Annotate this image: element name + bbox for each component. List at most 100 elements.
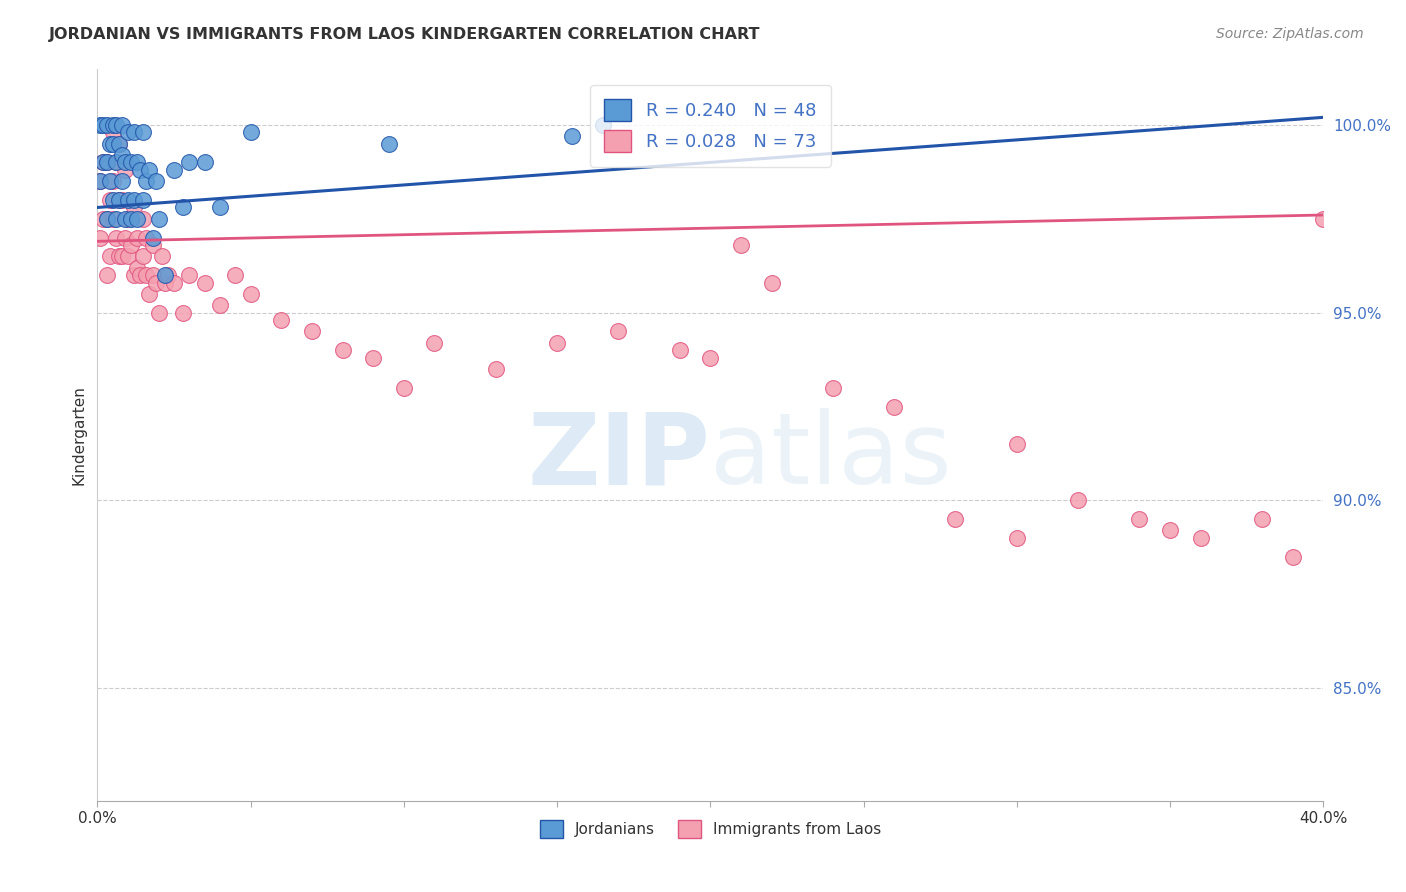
Point xyxy=(1005,437,1028,451)
Point xyxy=(101,136,124,151)
Point xyxy=(89,230,111,244)
Point xyxy=(104,118,127,132)
Point xyxy=(132,211,155,226)
Point xyxy=(1005,531,1028,545)
Point xyxy=(172,201,194,215)
Point xyxy=(129,162,152,177)
Point xyxy=(114,162,136,177)
Point xyxy=(163,276,186,290)
Point xyxy=(761,276,783,290)
Point xyxy=(208,201,231,215)
Point xyxy=(111,174,134,188)
Point xyxy=(117,125,139,139)
Point xyxy=(699,351,721,365)
Point xyxy=(127,230,149,244)
Point xyxy=(423,335,446,350)
Point xyxy=(98,136,121,151)
Point xyxy=(93,211,115,226)
Point xyxy=(117,211,139,226)
Point xyxy=(135,174,157,188)
Point xyxy=(93,155,115,169)
Point xyxy=(111,118,134,132)
Point xyxy=(377,136,399,151)
Point xyxy=(132,249,155,263)
Point xyxy=(730,238,752,252)
Point xyxy=(145,174,167,188)
Point xyxy=(132,193,155,207)
Point xyxy=(120,211,142,226)
Point xyxy=(107,136,129,151)
Text: atlas: atlas xyxy=(710,409,952,505)
Point xyxy=(945,512,967,526)
Point xyxy=(111,148,134,162)
Point xyxy=(1067,493,1090,508)
Point xyxy=(239,125,262,139)
Point xyxy=(163,162,186,177)
Point xyxy=(172,305,194,319)
Point xyxy=(114,230,136,244)
Point xyxy=(301,325,323,339)
Point xyxy=(107,193,129,207)
Point xyxy=(194,155,217,169)
Point xyxy=(592,118,614,132)
Point xyxy=(1128,512,1150,526)
Point xyxy=(122,125,145,139)
Point xyxy=(270,313,292,327)
Point xyxy=(120,155,142,169)
Point xyxy=(101,193,124,207)
Point xyxy=(1251,512,1274,526)
Point xyxy=(135,268,157,282)
Point xyxy=(208,298,231,312)
Point xyxy=(561,129,583,144)
Point xyxy=(117,193,139,207)
Point xyxy=(101,118,124,132)
Point xyxy=(89,174,111,188)
Point xyxy=(107,193,129,207)
Point xyxy=(332,343,354,358)
Point xyxy=(120,238,142,252)
Point xyxy=(132,125,155,139)
Point xyxy=(101,174,124,188)
Point xyxy=(141,238,163,252)
Legend: Jordanians, Immigrants from Laos: Jordanians, Immigrants from Laos xyxy=(533,814,887,845)
Point xyxy=(122,268,145,282)
Point xyxy=(607,325,630,339)
Point xyxy=(96,155,118,169)
Point xyxy=(546,335,568,350)
Point xyxy=(224,268,246,282)
Point xyxy=(392,381,415,395)
Point xyxy=(117,249,139,263)
Text: JORDANIAN VS IMMIGRANTS FROM LAOS KINDERGARTEN CORRELATION CHART: JORDANIAN VS IMMIGRANTS FROM LAOS KINDER… xyxy=(49,27,761,42)
Point xyxy=(101,125,124,139)
Point xyxy=(96,211,118,226)
Point xyxy=(153,276,176,290)
Point xyxy=(141,230,163,244)
Point xyxy=(138,162,160,177)
Point xyxy=(179,155,201,169)
Point xyxy=(96,118,118,132)
Point xyxy=(179,268,201,282)
Point xyxy=(361,351,384,365)
Point xyxy=(104,155,127,169)
Point xyxy=(145,276,167,290)
Point xyxy=(141,268,163,282)
Point xyxy=(148,211,170,226)
Point xyxy=(104,211,127,226)
Point xyxy=(114,155,136,169)
Point xyxy=(239,286,262,301)
Point xyxy=(114,211,136,226)
Text: Source: ZipAtlas.com: Source: ZipAtlas.com xyxy=(1216,27,1364,41)
Point xyxy=(93,118,115,132)
Point xyxy=(101,211,124,226)
Point xyxy=(129,268,152,282)
Point xyxy=(138,286,160,301)
Point xyxy=(96,268,118,282)
Point xyxy=(150,249,173,263)
Point xyxy=(89,174,111,188)
Point xyxy=(485,362,508,376)
Point xyxy=(127,155,149,169)
Point xyxy=(1312,211,1334,226)
Point xyxy=(156,268,179,282)
Point xyxy=(122,193,145,207)
Point xyxy=(135,230,157,244)
